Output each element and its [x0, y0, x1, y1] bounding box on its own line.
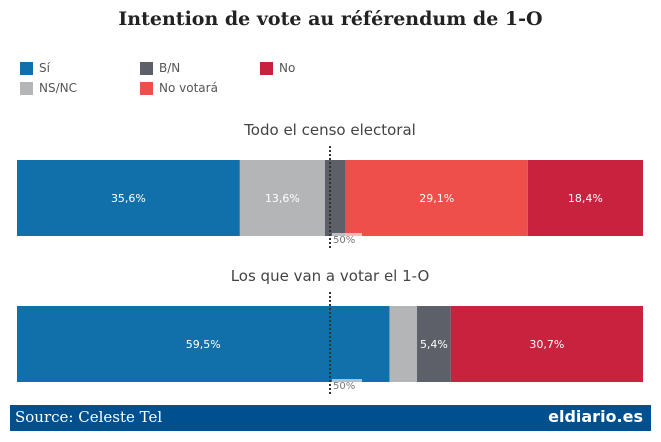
legend-label: B/N: [159, 61, 181, 75]
legend-swatch: [140, 81, 153, 95]
legend-swatch: [260, 61, 273, 75]
legend-label: No votará: [159, 81, 218, 95]
legend-swatch: [20, 61, 33, 75]
bar-category-label: Todo el censo electoral: [243, 121, 416, 139]
legend-swatch: [20, 81, 33, 95]
bar-segment: [324, 160, 346, 236]
bar-segment: [450, 306, 643, 382]
data-label: 30,7%: [529, 338, 564, 351]
data-label: 13,6%: [265, 192, 300, 205]
legend-item: No: [260, 61, 295, 75]
legend-item: Sí: [20, 61, 50, 75]
data-label: 59,5%: [186, 338, 221, 351]
legend-label: NS/NC: [39, 81, 77, 95]
reference-label-bg: [332, 233, 362, 245]
legend-item: NS/NC: [20, 81, 77, 95]
legend-item: No votará: [140, 81, 218, 95]
chart-area: Todo el censo electoral 35,6% 13,6% 29,1% 18…: [17, 121, 643, 396]
bar-segment: [239, 160, 325, 236]
data-label: 18,4%: [568, 192, 603, 205]
legend-swatch: [140, 61, 153, 75]
bar-segment: [389, 306, 418, 382]
eldiario-logo[interactable]: eldiario.es: [548, 407, 643, 426]
bar-segment: [417, 306, 451, 382]
bar-category-label: Los que van a votar el 1-O: [231, 267, 430, 285]
legend-item: B/N: [140, 61, 180, 75]
bar-segment: [345, 160, 528, 236]
bar-segment: [17, 306, 390, 382]
bar-segment: [527, 160, 643, 236]
bar-segment: [17, 160, 240, 236]
legend-label: No: [279, 61, 296, 75]
data-label: 29,1%: [419, 192, 454, 205]
data-label: 35,6%: [111, 192, 146, 205]
source-text: Source: Celeste Tel: [15, 408, 163, 426]
reference-label-bg: [332, 379, 362, 391]
chart-title: Intention de vote au référendum de 1-O: [118, 8, 543, 30]
reference-label: 50%: [333, 381, 355, 392]
legend-label: Sí: [39, 61, 50, 75]
data-label: 5,4%: [420, 338, 448, 351]
reference-label: 50%: [333, 235, 355, 246]
footer: Source: Celeste Tel eldiario.es: [10, 405, 651, 431]
